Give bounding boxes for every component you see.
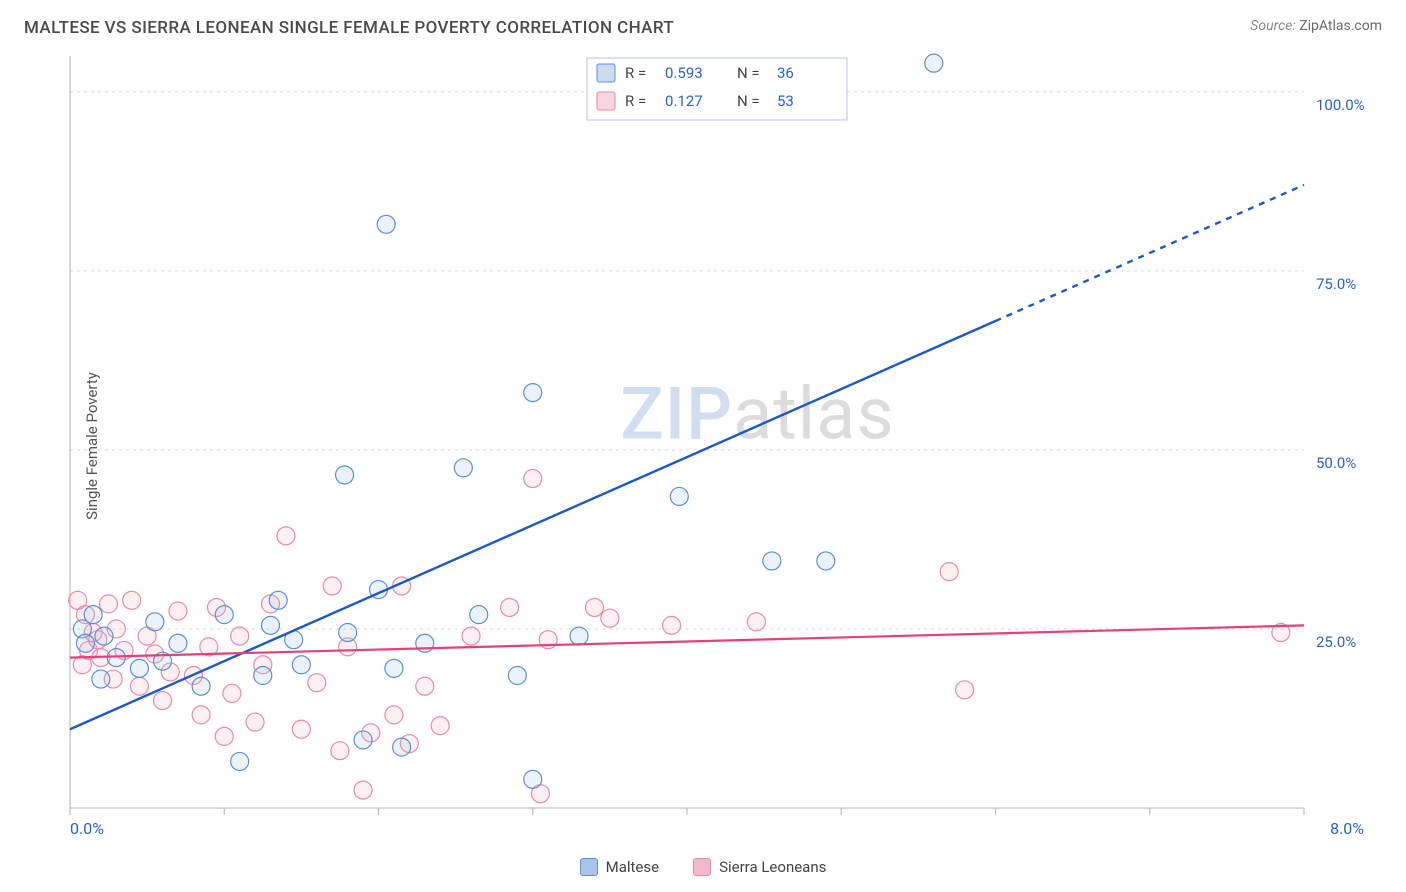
svg-text:25.0%: 25.0%: [1316, 633, 1356, 651]
legend-label-sierra: Sierra Leoneans: [719, 858, 826, 876]
svg-text:0.127: 0.127: [665, 92, 703, 110]
source-credit: Source: ZipAtlas.com: [1250, 18, 1382, 34]
source-value: ZipAtlas.com: [1299, 18, 1382, 34]
svg-text:N =: N =: [737, 92, 760, 110]
svg-text:8.0%: 8.0%: [1330, 819, 1364, 838]
scatter-plot-svg: 25.0% 50.0% 75.0% 100.0% 0.0% 8.0% R = 0.593 N =…: [62, 50, 1384, 842]
chart-area: Single Female Poverty ZIPatlas 25.0%50.0…: [22, 50, 1384, 842]
legend-bottom: Maltese Sierra Leoneans: [0, 858, 1406, 876]
svg-text:53: 53: [777, 92, 794, 110]
svg-text:N =: N =: [737, 64, 760, 82]
legend-label-maltese: Maltese: [606, 858, 659, 876]
svg-text:100.0%: 100.0%: [1316, 96, 1365, 114]
svg-text:R =: R =: [625, 64, 646, 82]
svg-text:R =: R =: [625, 92, 646, 110]
legend-swatch-maltese: [580, 858, 598, 876]
svg-text:0.593: 0.593: [665, 64, 703, 82]
svg-text:75.0%: 75.0%: [1316, 275, 1356, 293]
chart-header: MALTESE VS SIERRA LEONEAN SINGLE FEMALE …: [0, 0, 1406, 44]
svg-text:36: 36: [777, 64, 794, 82]
legend-swatch-sierra: [693, 858, 711, 876]
svg-text:0.0%: 0.0%: [70, 819, 104, 838]
legend-item-sierra: Sierra Leoneans: [693, 858, 826, 876]
legend-item-maltese: Maltese: [580, 858, 659, 876]
svg-text:50.0%: 50.0%: [1316, 454, 1356, 472]
source-label: Source:: [1250, 18, 1295, 34]
chart-title: MALTESE VS SIERRA LEONEAN SINGLE FEMALE …: [24, 18, 674, 38]
